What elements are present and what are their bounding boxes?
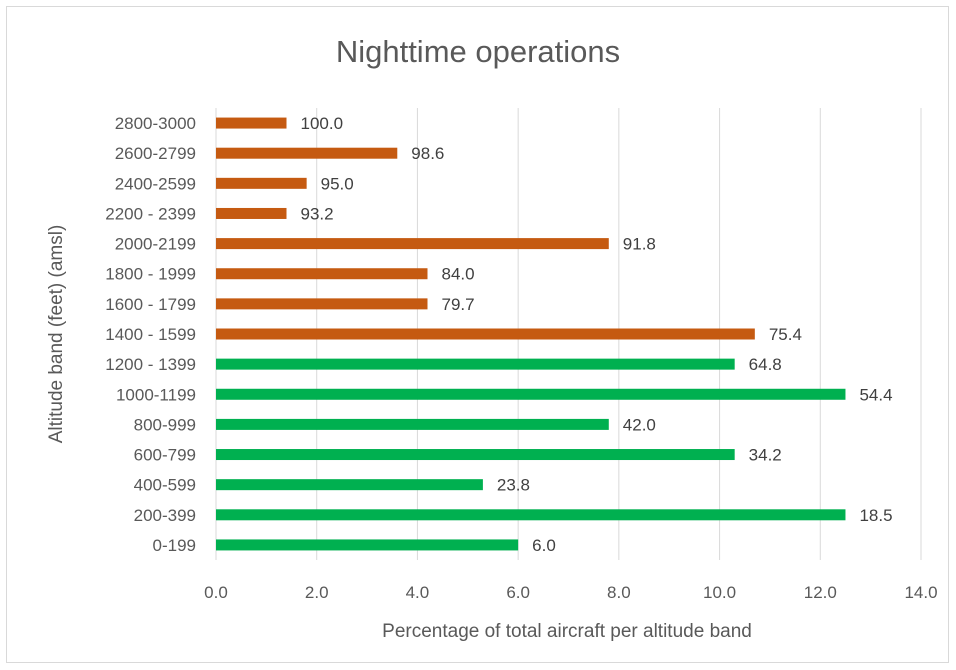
data-label: 64.8 <box>749 355 782 374</box>
data-label: 23.8 <box>497 476 530 495</box>
bar <box>216 147 398 159</box>
y-tick-label: 1200 - 1399 <box>105 355 196 374</box>
y-tick-label: 200-399 <box>134 506 196 525</box>
y-tick-label: 1800 - 1999 <box>105 265 196 284</box>
y-tick-label: 600-799 <box>134 446 196 465</box>
bar <box>216 298 428 310</box>
data-label: 54.4 <box>859 385 892 404</box>
y-axis-label: Altitude band (feet) (amsl) <box>46 225 67 444</box>
bars <box>216 117 846 551</box>
y-tick-label: 800-999 <box>134 415 196 434</box>
data-label: 91.8 <box>623 235 656 254</box>
y-tick-label: 0-199 <box>153 536 196 555</box>
x-tick-label: 8.0 <box>607 583 631 602</box>
data-label: 6.0 <box>532 536 556 555</box>
x-tick-label: 12.0 <box>804 583 837 602</box>
data-label: 79.7 <box>442 295 475 314</box>
bar <box>216 449 735 461</box>
y-tick-labels: 0-199 200-399 400-599 600-799 800-999 1000-11… <box>105 114 196 555</box>
y-tick-label: 2600-2799 <box>115 144 196 163</box>
data-label: 42.0 <box>623 415 656 434</box>
bar <box>216 358 735 370</box>
data-label: 93.2 <box>301 204 334 223</box>
y-tick-label: 2800-3000 <box>115 114 196 133</box>
bar <box>216 479 483 491</box>
bar <box>216 539 519 551</box>
y-tick-label: 1400 - 1599 <box>105 325 196 344</box>
y-tick-label: 2400-2599 <box>115 174 196 193</box>
data-label: 100.0 <box>301 114 344 133</box>
data-label: 18.5 <box>859 506 892 525</box>
y-tick-label: 2000-2199 <box>115 235 196 254</box>
x-tick-label: 4.0 <box>406 583 430 602</box>
x-tick-label: 10.0 <box>703 583 736 602</box>
bar <box>216 418 609 430</box>
bar <box>216 117 287 129</box>
bar <box>216 388 846 400</box>
x-tick-label: 14.0 <box>904 583 937 602</box>
bar <box>216 328 755 340</box>
x-tick-label: 6.0 <box>506 583 530 602</box>
y-tick-label: 400-599 <box>134 476 196 495</box>
data-label: 75.4 <box>769 325 802 344</box>
bar <box>216 177 307 189</box>
chart-title: Nighttime operations <box>335 34 621 69</box>
y-tick-label: 1000-1199 <box>116 385 196 404</box>
bar <box>216 207 287 219</box>
data-label: 84.0 <box>442 265 475 284</box>
bar <box>216 238 609 250</box>
bar <box>216 268 428 280</box>
x-tick-label: 2.0 <box>305 583 329 602</box>
x-tick-label: 0.0 <box>204 583 228 602</box>
y-tick-label: 2200 - 2399 <box>105 204 196 223</box>
y-tick-label: 1600 - 1799 <box>105 295 196 314</box>
x-tick-labels: 0.0 2.0 4.0 6.0 8.0 10.0 12.0 14.0 <box>204 583 937 602</box>
data-label: 98.6 <box>411 144 444 163</box>
bar <box>216 509 846 521</box>
x-axis-label: Percentage of total aircraft per altitud… <box>382 621 752 642</box>
data-labels: 6.0 18.5 23.8 34.2 42.0 54.4 64.8 75.4 79.7 84.0 9… <box>301 114 893 555</box>
data-label: 34.2 <box>749 446 782 465</box>
data-label: 95.0 <box>321 174 354 193</box>
